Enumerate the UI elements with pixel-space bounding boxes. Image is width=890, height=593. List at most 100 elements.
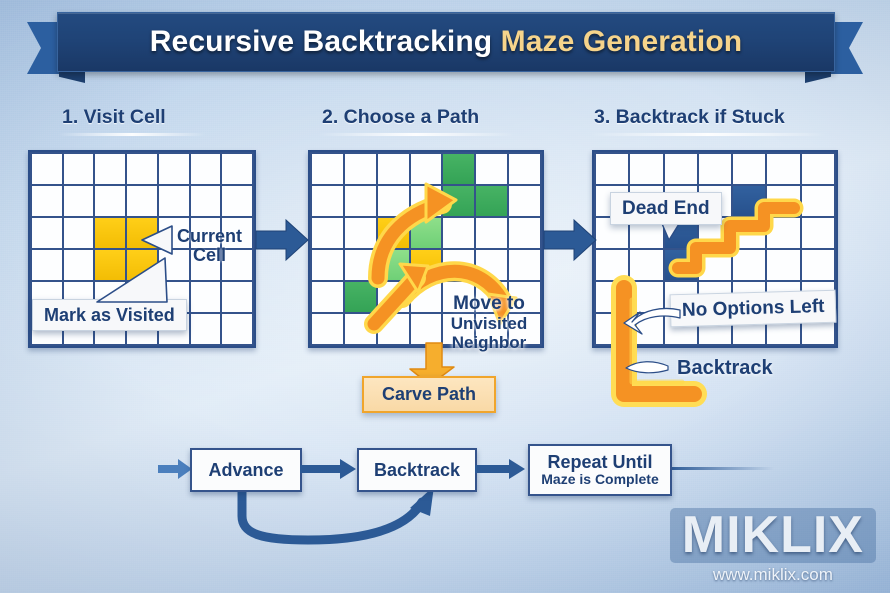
no-options-arrow-icon: [623, 307, 681, 335]
step1-cell-r4c1: [32, 250, 62, 280]
flow-box-repeat[interactable]: Repeat Until Maze is Complete: [528, 444, 672, 496]
callout-dead-end: Dead End: [610, 192, 722, 226]
step1-cell-r2c3: [95, 186, 126, 216]
step2-cell-r6c5: [443, 314, 475, 344]
step1-cell-r5c7: [222, 282, 252, 312]
step1-cell-r2c4: [127, 186, 157, 216]
title-banner: Recursive Backtracking Maze Generation: [27, 12, 845, 83]
heading-sheen-1: [58, 133, 206, 136]
callout-no-options-left: No Options Left: [669, 289, 837, 328]
flow-tail-line: [668, 467, 774, 470]
step-heading-2: 2. Choose a Path: [322, 106, 480, 128]
step2-cell-r3c6: [476, 218, 508, 248]
step3-cell-r1c5: [733, 154, 766, 184]
mark-visited-pointer-icon: [96, 257, 168, 303]
step2-cell-r3c7: [509, 218, 540, 248]
step1-cell-r3c1: [32, 218, 62, 248]
step3-cell-r1c1: [596, 154, 629, 184]
callout-move-to-unvisited: Move to Unvisited Neighbor: [402, 288, 576, 357]
step3-cell-r4c6: [767, 250, 800, 280]
step1-cell-r4c2: [63, 250, 94, 280]
step2-cell-r2c6: [476, 186, 508, 216]
step1-cell-r1c7: [222, 154, 252, 184]
step3-cell-r1c2: [630, 154, 663, 184]
step1-cell-r3c2: [63, 218, 94, 248]
step1-cell-r2c6: [190, 186, 221, 216]
carve-arrow-lower-left-icon: [364, 262, 430, 334]
current-cell-pointer-icon: [141, 225, 173, 255]
title-accent: Maze Generation: [500, 25, 743, 58]
dead-end-path-icon: [668, 198, 804, 278]
banner-plate: Recursive Backtracking Maze Generation: [57, 12, 835, 72]
heading-sheen-3: [590, 133, 826, 136]
flow-box-backtrack[interactable]: Backtrack: [357, 448, 477, 492]
step3-cell-r4c5: [733, 250, 766, 280]
connector-arrow-2-icon: [543, 218, 597, 262]
callout-current-cell: Current Cell: [166, 222, 253, 270]
step2-cell-r6c1: [312, 314, 343, 344]
step1-cell-r2c1: [32, 186, 62, 216]
page-title: Recursive Backtracking Maze Generation: [150, 25, 742, 59]
step2-cell-r3c5: [443, 218, 475, 248]
flow-arrow-2-icon: [475, 459, 525, 479]
step3-cell-r2c7: [801, 186, 834, 216]
step3-cell-r1c4: [698, 154, 732, 184]
callout-current-cell-line2: Cell: [193, 244, 227, 265]
step1-cell-r4c7: [222, 250, 252, 280]
step1-cell-r3c6: [190, 218, 221, 248]
step1-cell-r4c3: [95, 250, 126, 280]
step2-cell-r6c4: [410, 314, 442, 344]
step1-cell-r1c2: [63, 154, 94, 184]
flow-arrow-1-icon: [300, 459, 356, 479]
step2-cell-r1c2: [344, 154, 376, 184]
flow-box-repeat-line1: Repeat Until: [547, 452, 653, 473]
flow-box-backtrack-label: Backtrack: [373, 459, 461, 480]
step1-cell-r3c7: [222, 218, 252, 248]
step-heading-1: 1. Visit Cell: [62, 106, 166, 128]
step2-cell-r1c4: [410, 154, 442, 184]
watermark-url: www.miklix.com: [712, 565, 833, 584]
step1-cell-r2c7: [222, 186, 252, 216]
step2-cell-r1c6: [476, 154, 508, 184]
step2-cell-r6c7: [509, 314, 540, 344]
flow-box-advance[interactable]: Advance: [190, 448, 302, 492]
step2-cell-r1c1: [312, 154, 343, 184]
title-primary: Recursive Backtracking: [149, 25, 493, 58]
step3-cell-r3c7: [801, 218, 834, 248]
step3-cell-r1c7: [801, 154, 834, 184]
step2-cell-r4c7: [509, 250, 540, 280]
callout-current-cell-line1: Current: [177, 226, 243, 246]
callout-backtrack: Backtrack: [677, 357, 773, 379]
step3-cell-r1c6: [767, 154, 800, 184]
connector-arrow-1-icon: [255, 218, 309, 262]
step1-cell-r3c3: [95, 218, 126, 248]
callout-mark-as-visited: Mark as Visited: [32, 299, 187, 332]
step1-cell-r1c3: [95, 154, 126, 184]
step3-cell-r4c2: [630, 250, 663, 280]
step1-cell-r1c1: [32, 154, 62, 184]
callout-move-line1: Move to: [453, 293, 525, 314]
step2-cell-r5c1: [312, 282, 343, 312]
watermark: MIKLIX www.miklix.com: [669, 508, 876, 585]
step1-cell-r4c6: [190, 250, 221, 280]
step2-cell-r3c2: [344, 218, 376, 248]
carve-arrow-upright-icon: [368, 182, 458, 288]
step2-cell-r2c7: [509, 186, 540, 216]
step2-cell-r2c2: [344, 186, 376, 216]
step2-cell-r4c1: [312, 250, 343, 280]
step2-cell-r3c1: [312, 218, 343, 248]
step2-cell-r1c7: [509, 154, 540, 184]
step1-cell-r6c6: [190, 314, 221, 344]
step1-cell-r1c4: [127, 154, 157, 184]
step3-cell-r4c1: [596, 250, 629, 280]
step2-cell-r5c5: [443, 282, 475, 312]
flow-feedback-loop-icon: [237, 481, 434, 545]
heading-sheen-2: [318, 133, 514, 136]
flow-inbound-arrow-icon: [158, 459, 192, 479]
step2-cell-r5c2: [344, 282, 376, 312]
step3-cell-r1c3: [664, 154, 697, 184]
step1-cell-r6c7: [222, 314, 252, 344]
step1-cell-r1c5: [158, 154, 189, 184]
step1-cell-r2c5: [158, 186, 189, 216]
